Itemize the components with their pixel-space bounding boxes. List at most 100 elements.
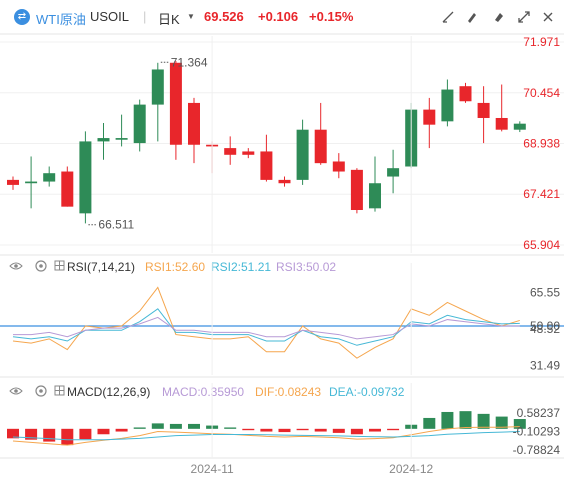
candle-body: [224, 148, 237, 155]
candle-body: [133, 104, 146, 144]
macd-bar: [350, 428, 363, 435]
rsi-tick-label: 31.49: [530, 359, 560, 373]
dif-line: [12, 426, 520, 446]
macd-bar: [314, 428, 327, 432]
candle-body: [25, 181, 38, 184]
candle-body: [61, 171, 74, 207]
macd-bar: [61, 428, 74, 446]
macd-settings-icon[interactable]: [35, 385, 47, 397]
macd-tick-label: 0.58237: [517, 406, 561, 420]
rsi-toggle-icon[interactable]: [54, 260, 65, 271]
candle-body: [97, 138, 110, 142]
draw-pen-icon[interactable]: [462, 8, 482, 26]
time-axis: 2024-11 2024-12: [191, 36, 434, 476]
price-gridlines: [0, 41, 564, 246]
price-axis: 71.971 70.454 68.938 67.421 65.904: [523, 35, 560, 252]
candle-body: [369, 183, 381, 209]
macd-bar: [43, 428, 56, 442]
price-tick-label: 70.454: [523, 86, 560, 100]
candle-body: [423, 109, 436, 125]
time-tick-label: 2024-11: [191, 462, 234, 476]
price-tick-label: 65.904: [523, 238, 560, 252]
rsi-line-rsi3: [13, 316, 520, 340]
rsi-line-rsi1: [12, 286, 520, 359]
price-annotation: 66.511: [98, 218, 134, 232]
candle-body: [151, 69, 164, 105]
fullscreen-icon[interactable]: [514, 8, 534, 26]
price-tick-label: 71.971: [523, 35, 560, 49]
macd-bar: [260, 428, 273, 432]
macd-toggle-icon[interactable]: [54, 385, 65, 396]
macd-tick-label: -0.78824: [513, 443, 561, 457]
price-change-pct: +0.15%: [309, 9, 354, 24]
macd-tick-label: -0.10293: [513, 425, 561, 439]
time-tick-label: 2024-12: [389, 462, 433, 476]
price-tick-label: 68.938: [523, 136, 560, 150]
close-icon[interactable]: [538, 8, 558, 26]
rsi2-legend: RSI2:51.21: [211, 260, 271, 274]
draw-line-icon[interactable]: [438, 8, 458, 26]
dea-legend: DEA:-0.09732: [329, 385, 405, 399]
candle-body: [242, 151, 255, 155]
macd-bar: [477, 413, 490, 429]
macd-bar: [133, 427, 146, 429]
rsi3-legend: RSI3:50.02: [276, 260, 336, 274]
candle-body: [296, 129, 309, 180]
rsi-title: RSI(7,14,21): [67, 260, 135, 274]
period-selector[interactable]: 日K: [158, 12, 180, 27]
macd-bar: [423, 417, 436, 429]
candlestick-series: [7, 61, 526, 224]
header-divider: |: [143, 9, 147, 24]
candle-body: [477, 102, 490, 118]
macd-histogram: [7, 411, 526, 446]
macd-legend-value: MACD:0.35950: [162, 385, 244, 399]
candle-body: [260, 151, 273, 180]
candle-body: [188, 102, 200, 145]
macd-bar: [296, 428, 309, 431]
macd-bar: [369, 428, 381, 432]
macd-bar: [151, 423, 164, 429]
rsi-tick-label: 50.00: [530, 319, 560, 333]
macd-axis: 0.58237 -0.10293 -0.78824: [513, 406, 561, 457]
candle-body: [350, 169, 363, 211]
price-annotations: 71.364 66.511: [88, 55, 208, 232]
candle-body: [314, 129, 327, 164]
dif-legend: DIF:0.08243: [255, 385, 321, 399]
candle-body: [79, 141, 92, 214]
candle-body: [332, 161, 345, 172]
instrument-swap-icon[interactable]: ⇄: [14, 9, 30, 25]
macd-legend: MACD(12,26,9) MACD:0.35950 DIF:0.08243 D…: [9, 385, 405, 399]
macd-lines: [12, 426, 520, 446]
rsi-line-rsi2: [12, 308, 520, 346]
eraser-icon[interactable]: [488, 8, 508, 26]
instrument-code: USOIL: [90, 9, 130, 24]
rsi-eye-icon[interactable]: [9, 262, 23, 270]
last-price: 69.526: [204, 9, 244, 24]
rsi-tick-label: 48.52: [530, 322, 560, 336]
period-dropdown-icon[interactable]: ▼: [187, 12, 195, 21]
macd-eye-icon[interactable]: [9, 387, 23, 395]
macd-bar: [242, 428, 255, 431]
instrument-name[interactable]: WTI原油: [36, 12, 86, 27]
macd-bar: [7, 428, 19, 439]
candle-body: [278, 179, 291, 184]
candle-body: [169, 62, 182, 145]
macd-bar: [115, 428, 128, 432]
macd-bar: [441, 411, 454, 429]
chart-header: ⇄ WTI原油 USOIL | 日K ▼ 69.526 +0.106 +0.15…: [0, 0, 564, 34]
macd-bar: [169, 423, 182, 429]
macd-bar: [387, 428, 400, 431]
rsi-settings-icon[interactable]: [35, 260, 47, 272]
macd-bar: [278, 428, 291, 433]
candle-body: [459, 86, 472, 102]
rsi1-legend: RSI1:52.60: [145, 260, 205, 274]
macd-bar: [513, 419, 526, 429]
candle-body: [115, 138, 128, 140]
price-change: +0.106: [258, 9, 299, 24]
rsi-tick-label: 65.55: [530, 286, 560, 300]
macd-bar: [79, 428, 92, 440]
rsi-series: [0, 286, 564, 359]
candle-body: [513, 123, 526, 130]
